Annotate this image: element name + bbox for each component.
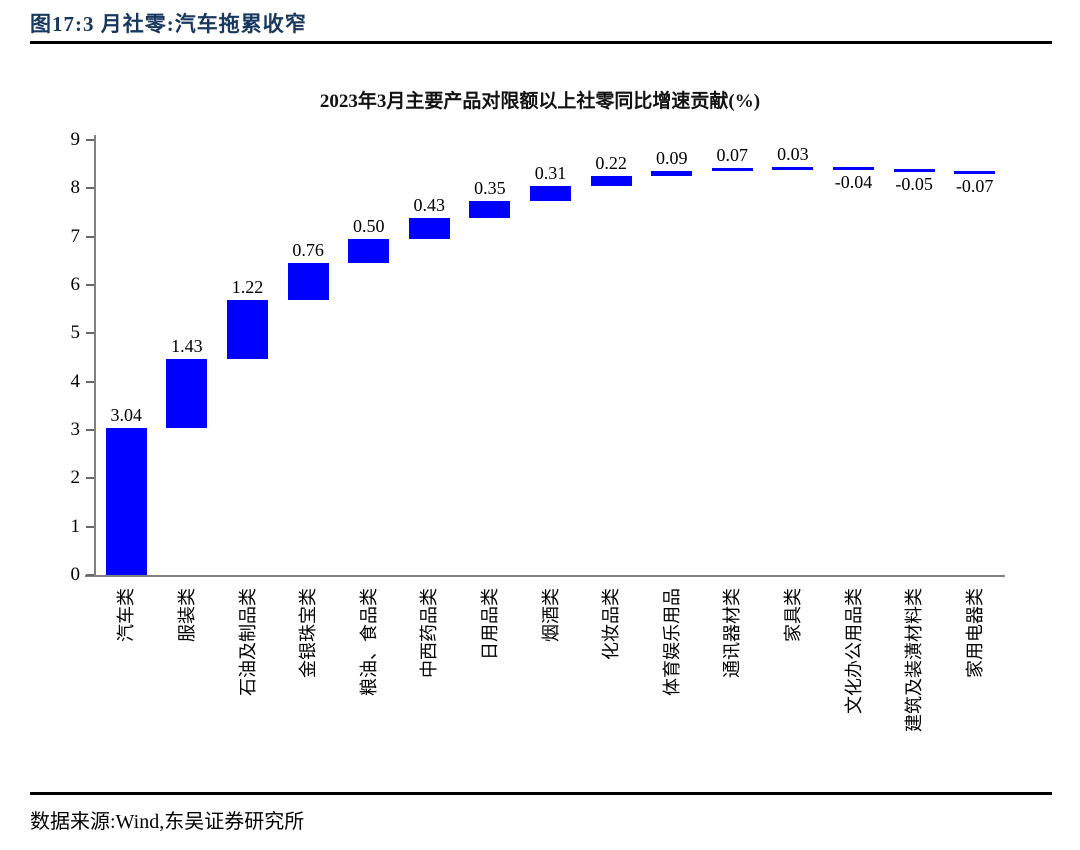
waterfall-bar bbox=[287, 263, 329, 300]
waterfall-bar bbox=[711, 168, 753, 172]
waterfall-bar bbox=[651, 171, 693, 176]
category-label: 石油及制品类 bbox=[237, 588, 258, 696]
y-tick-label: 4 bbox=[70, 370, 81, 392]
y-tick-label: 2 bbox=[70, 467, 81, 489]
bar-value-label: 0.09 bbox=[655, 148, 688, 169]
y-axis-tick bbox=[86, 139, 94, 141]
y-axis-tick bbox=[86, 574, 94, 576]
y-axis-tick bbox=[86, 380, 94, 383]
category-label: 文化办公用品类 bbox=[843, 588, 864, 714]
y-tick-label: 0 bbox=[70, 564, 81, 585]
category-label: 体育娱乐用品 bbox=[661, 588, 682, 696]
y-tick-label: 9 bbox=[70, 129, 81, 150]
y-tick-label: 3 bbox=[70, 419, 81, 440]
category-label: 汽车类 bbox=[116, 588, 137, 642]
y-axis-tick bbox=[86, 477, 94, 480]
bar-value-label: 0.31 bbox=[534, 163, 567, 184]
category-label: 建筑及装潢材料类 bbox=[904, 588, 925, 732]
waterfall-bar bbox=[408, 218, 450, 240]
bar-value-label: 0.03 bbox=[777, 143, 809, 164]
data-source: 数据来源:Wind,东吴证券研究所 bbox=[30, 811, 305, 833]
bar-value-label: 0.50 bbox=[352, 216, 385, 237]
waterfall-bar bbox=[469, 201, 511, 219]
y-axis-tick bbox=[86, 235, 94, 238]
y-axis-tick bbox=[86, 332, 94, 335]
waterfall-bar bbox=[530, 186, 571, 202]
divider-bottom bbox=[30, 792, 1052, 795]
bar-value-label: 1.22 bbox=[231, 276, 264, 297]
category-label: 粮油、食品类 bbox=[358, 588, 379, 696]
figure-caption: 图17:3 月社零:汽车拖累收窄 bbox=[30, 12, 307, 36]
y-axis-tick bbox=[86, 525, 94, 528]
category-label: 日用品类 bbox=[479, 588, 500, 660]
waterfall-bar bbox=[166, 358, 208, 429]
category-label: 中西药品类 bbox=[419, 588, 440, 678]
y-axis-tick bbox=[86, 429, 94, 431]
y-tick-label: 8 bbox=[70, 177, 81, 199]
bar-value-label: 0.07 bbox=[716, 145, 749, 166]
category-label: 通讯器材类 bbox=[722, 588, 743, 678]
bar-value-label: -0.07 bbox=[955, 176, 994, 197]
waterfall-bar bbox=[590, 175, 632, 187]
bar-value-label: 0.76 bbox=[292, 240, 324, 261]
chart-title: 2023年3月主要产品对限额以上社零同比增速贡献(%) bbox=[319, 91, 761, 112]
y-axis-tick bbox=[86, 187, 94, 190]
category-label: 家具类 bbox=[782, 588, 803, 642]
bar-value-label: 0.35 bbox=[474, 178, 506, 199]
waterfall-bar bbox=[833, 166, 874, 170]
y-tick-label: 5 bbox=[70, 322, 81, 344]
bar-value-label: 0.22 bbox=[595, 152, 627, 173]
waterfall-bar bbox=[227, 299, 268, 359]
waterfall-bar bbox=[772, 166, 814, 170]
x-axis bbox=[85, 575, 1005, 577]
category-label: 化妆品类 bbox=[601, 588, 622, 660]
bar-value-label: 0.43 bbox=[413, 195, 446, 216]
waterfall-bar bbox=[893, 168, 935, 172]
y-axis-tick bbox=[86, 284, 94, 286]
bar-value-label: -0.04 bbox=[834, 171, 873, 192]
waterfall-bar bbox=[348, 239, 390, 264]
category-label: 金银珠宝类 bbox=[298, 588, 319, 678]
bar-value-label: 1.43 bbox=[171, 335, 203, 356]
bar-value-label: -0.05 bbox=[895, 173, 933, 194]
y-tick-label: 1 bbox=[70, 515, 81, 537]
waterfall-bar bbox=[105, 428, 147, 575]
y-axis bbox=[94, 135, 96, 575]
y-tick-label: 7 bbox=[70, 225, 81, 247]
category-label: 家用电器类 bbox=[964, 588, 985, 678]
bar-value-label: 3.04 bbox=[110, 405, 143, 426]
category-label: 烟酒类 bbox=[540, 588, 561, 642]
waterfall-bar bbox=[954, 170, 996, 175]
y-tick-label: 6 bbox=[70, 274, 81, 295]
category-label: 服装类 bbox=[176, 588, 197, 642]
divider-top bbox=[30, 41, 1052, 44]
